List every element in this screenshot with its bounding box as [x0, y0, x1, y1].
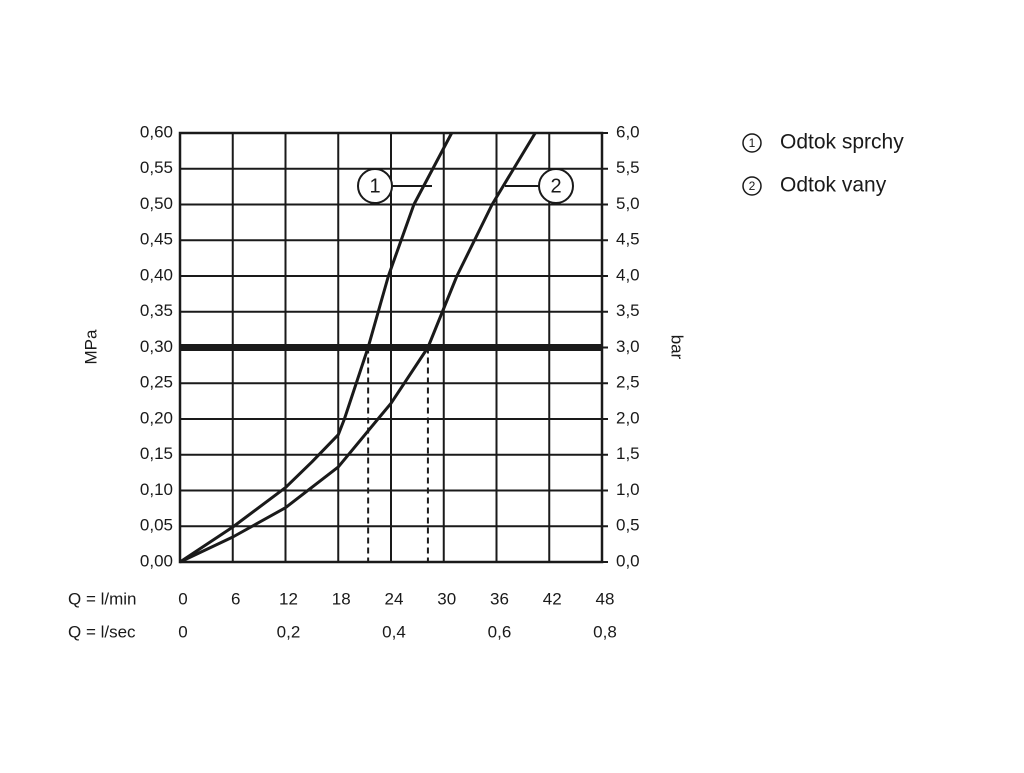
y-tick-label: 0,45: [140, 230, 173, 249]
y2-tick-label: 4,0: [616, 265, 640, 284]
y-tick-label: 0,00: [140, 551, 173, 570]
legend-circle: [742, 176, 762, 196]
y2-tick-label: 3,5: [616, 301, 640, 320]
y2-tick-label: 2,5: [616, 373, 640, 392]
y-tick-label: 0,30: [140, 337, 173, 356]
legend-number: 2: [749, 179, 756, 193]
y2-tick-label: 0,0: [616, 551, 640, 570]
x2-tick-label: 0,2: [277, 622, 301, 641]
curve-label: 1: [369, 175, 380, 197]
y2-axis-label: bar: [668, 335, 687, 360]
x-tick-label: 42: [543, 589, 562, 608]
x-tick-label: 6: [231, 589, 240, 608]
x2-axis-label: Q = l/sec: [68, 622, 136, 641]
x-tick-label: 18: [332, 589, 351, 608]
y2-tick-label: 5,5: [616, 158, 640, 177]
y-tick-label: 0,20: [140, 408, 173, 427]
y-tick-label: 0,10: [140, 480, 173, 499]
y2-tick-label: 1,0: [616, 480, 640, 499]
flow-curve: [179, 132, 454, 564]
y-axis-label: MPa: [81, 329, 100, 365]
y2-tick-label: 0,5: [616, 516, 640, 535]
legend-label: Odtok sprchy: [780, 131, 904, 154]
x2-tick-label: 0,6: [488, 622, 512, 641]
y-tick-label: 0,05: [140, 516, 173, 535]
y2-tick-label: 3,0: [616, 337, 640, 356]
curve-label: 2: [550, 175, 561, 197]
y-tick-label: 0,25: [140, 373, 173, 392]
y-tick-label: 0,15: [140, 444, 173, 463]
y-tick-label: 0,55: [140, 158, 173, 177]
y2-tick-label: 4,5: [616, 230, 640, 249]
curve-label-circle: [538, 168, 574, 204]
y-tick-label: 0,35: [140, 301, 173, 320]
x-tick-label: 12: [279, 589, 298, 608]
y2-tick-label: 5,0: [616, 194, 640, 213]
x-axis-label: Q = l/min: [68, 589, 137, 608]
x2-tick-label: 0: [178, 622, 187, 641]
y2-tick-label: 2,0: [616, 408, 640, 427]
y-tick-label: 0,40: [140, 265, 173, 284]
flow-curve: [179, 132, 537, 564]
legend-circle: [742, 133, 762, 153]
curve-label-circle: [357, 168, 393, 204]
x2-tick-label: 0,4: [382, 622, 406, 641]
x-tick-label: 30: [437, 589, 456, 608]
legend-label: Odtok vany: [780, 174, 887, 197]
x-tick-label: 24: [385, 589, 404, 608]
y-tick-label: 0,50: [140, 194, 173, 213]
x-tick-label: 0: [178, 589, 187, 608]
x-tick-label: 36: [490, 589, 509, 608]
y2-tick-label: 1,5: [616, 444, 640, 463]
y2-tick-label: 6,0: [616, 122, 640, 141]
x2-tick-label: 0,8: [593, 622, 617, 641]
x-tick-label: 48: [596, 589, 615, 608]
legend-number: 1: [749, 136, 756, 150]
y-tick-label: 0,60: [140, 122, 173, 141]
